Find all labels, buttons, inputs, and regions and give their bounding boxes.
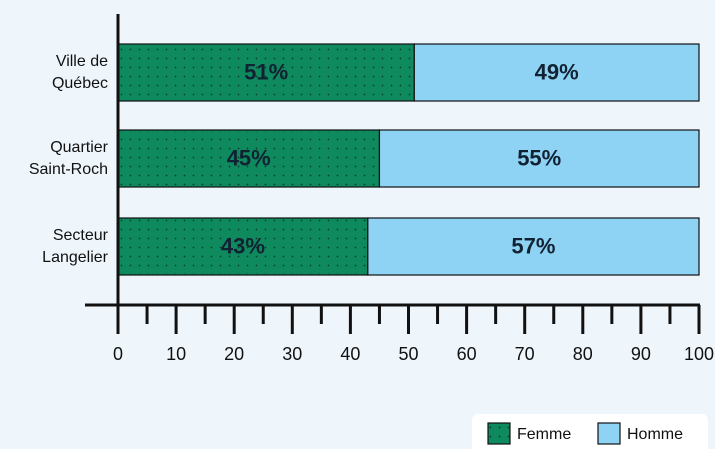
bar-segment (413, 43, 700, 102)
category-label: Secteur Langelier (42, 226, 108, 266)
bar-segment (367, 217, 700, 276)
legend-label: Femme (517, 426, 571, 443)
legend-swatch (597, 422, 621, 445)
value-label: 51% (244, 59, 288, 84)
x-tick-label: 30 (282, 344, 302, 364)
x-tick-label: 80 (573, 344, 593, 364)
value-label: 45% (227, 145, 271, 170)
x-tick-label: 0 (113, 344, 123, 364)
x-tick-label: 100 (684, 344, 714, 364)
bar-pattern (118, 44, 415, 101)
bar-segment (378, 129, 700, 188)
x-tick-label: 40 (340, 344, 360, 364)
x-tick-label: 70 (515, 344, 535, 364)
value-label: 55% (517, 145, 561, 170)
category-label: Ville de Québec (51, 52, 108, 92)
value-label: 57% (511, 233, 555, 258)
x-tick-label: 50 (398, 344, 418, 364)
x-tick-label: 10 (166, 344, 186, 364)
legend-pattern (488, 423, 510, 444)
value-label: 49% (535, 59, 579, 84)
legend-box (472, 414, 708, 449)
x-tick-label: 20 (224, 344, 244, 364)
bar-pattern (118, 218, 368, 275)
value-label: 43% (221, 233, 265, 258)
legend-label: Homme (627, 426, 683, 443)
category-label: Quartier Saint-Roch (28, 138, 108, 178)
x-tick-label: 90 (631, 344, 651, 364)
x-tick-label: 60 (457, 344, 477, 364)
bar-pattern (118, 130, 380, 187)
